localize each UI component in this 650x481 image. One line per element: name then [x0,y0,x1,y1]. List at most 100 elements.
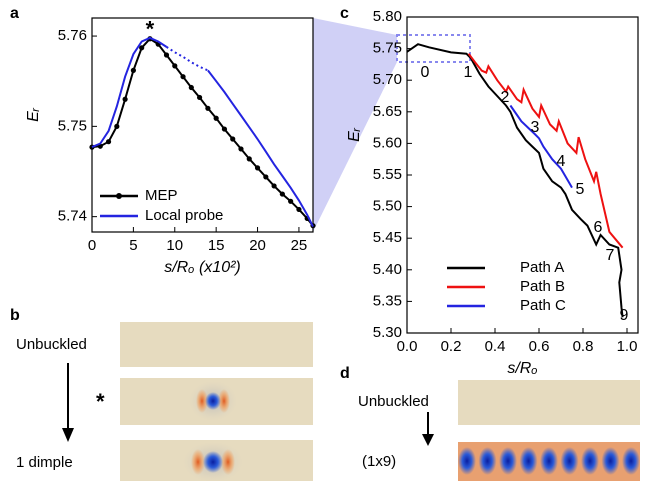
point [172,63,178,69]
x-axis-label: s/Rₒ [507,360,537,377]
point-label: 0 [421,64,430,81]
x-tick-label: 0.2 [441,338,462,355]
strip-image [120,440,313,481]
state-label: 1 dimple [16,454,73,471]
y-tick-label: 5.70 [373,71,402,88]
point [188,84,194,91]
point [122,96,128,102]
point [205,105,211,111]
y-tick-label: 5.50 [373,198,402,215]
y-tick-label: 5.75 [58,117,87,134]
point-label: 4 [557,153,566,170]
y-axis-label: Eᵣ [25,107,42,122]
point [180,74,186,80]
point-label: 5 [576,181,585,198]
y-tick-label: 5.35 [373,292,402,309]
plot-frame [91,17,314,233]
panel-label: c [340,5,349,22]
y-tick-label: 5.30 [373,324,402,341]
arrow-head [422,434,434,446]
point [271,183,277,189]
x-tick-label: 0.8 [573,338,594,355]
point-label: 2 [501,89,510,106]
x-tick-label: 0.0 [397,338,418,355]
x-tick-label: 10 [166,237,183,254]
panel-label: a [10,5,19,22]
state-label: Unbuckled [358,393,429,410]
state-label: Unbuckled [16,336,87,353]
strip-image [458,442,640,481]
point [288,198,294,204]
dimple [581,447,599,475]
dimple [560,447,579,475]
dimple [540,447,558,475]
zoom-box [396,34,471,63]
legend-label: Path C [520,297,566,314]
x-tick-label: 20 [249,237,266,254]
panel-label: b [10,307,20,324]
point [221,126,228,132]
point [213,115,219,121]
point [238,146,244,152]
y-tick-label: 5.75 [373,40,402,57]
series-line [509,104,573,189]
x-tick-label: 15 [208,237,225,254]
state-label: * [96,389,105,414]
x-tick-label: 25 [291,237,308,254]
point [139,45,145,51]
y-tick-label: 5.80 [373,8,402,25]
y-tick-label: 5.60 [373,134,402,151]
legend-label: MEP [145,187,178,204]
y-tick-label: 5.40 [373,261,402,278]
dimple [478,447,497,475]
x-tick-label: 0.4 [485,338,506,355]
y-axis-label: Eᵣ [346,127,363,142]
y-tick-label: 5.74 [58,208,87,225]
series-line [165,46,209,72]
series-line [91,36,314,228]
dimple [499,447,517,475]
series-line [91,37,314,227]
state-label: (1x9) [362,453,396,470]
dimple [601,447,620,475]
x-axis-label: s/Rₒ (x10²) [164,259,241,276]
point [263,174,269,180]
zoom-projection [313,18,397,232]
y-tick-label: 5.76 [58,27,87,44]
point-label: 7 [606,247,615,264]
legend-label: Path A [520,259,564,276]
point [246,156,252,162]
point [279,191,285,197]
dimple [458,447,476,475]
strip-image [120,378,313,425]
point [105,139,112,145]
point-label: 3 [531,119,540,136]
point [230,136,236,142]
arrow-head [62,428,74,442]
y-tick-label: 5.65 [373,103,402,120]
dimple [622,447,640,475]
point-label: 9 [620,307,629,324]
point [163,52,170,58]
strip-image [120,322,313,367]
y-tick-label: 5.55 [373,166,402,183]
panel-label: d [340,365,350,382]
series-line [406,43,624,318]
x-tick-label: 1.0 [617,338,638,355]
strip-image [458,380,640,425]
legend-marker [116,193,122,199]
legend-label: Local probe [145,207,223,224]
point [130,67,136,73]
x-tick-label: 5 [129,237,137,254]
point-label: 6 [594,219,603,236]
annotation: * [146,17,155,42]
x-tick-label: 0 [88,237,96,254]
x-tick-label: 0.6 [529,338,550,355]
legend-label: Path B [520,278,565,295]
point [197,94,203,101]
series-line [467,53,624,249]
y-tick-label: 5.45 [373,229,402,246]
dimple [519,447,538,475]
point [296,206,302,213]
